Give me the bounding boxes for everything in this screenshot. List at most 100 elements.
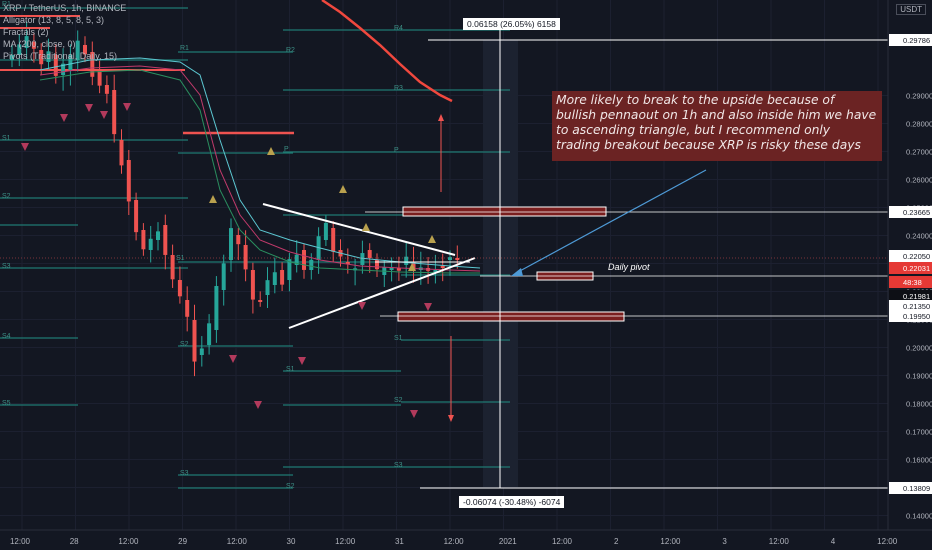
- price-tick: 0.20000: [906, 344, 932, 353]
- pivot-label: S2: [394, 397, 403, 404]
- price-tag: [889, 206, 932, 218]
- candle: [10, 54, 14, 60]
- arrow-up-icon: [438, 114, 444, 121]
- time-tick: 12:00: [552, 537, 573, 546]
- candle: [112, 90, 117, 135]
- price-tick: 0.19000: [906, 372, 932, 381]
- price-tick: 0.27000: [906, 148, 932, 157]
- pivot-label: S2: [286, 483, 295, 490]
- candle: [214, 286, 219, 330]
- ma-indicator[interactable]: MA (200, close, 0): [3, 39, 76, 49]
- price-tag-text: 0.13809: [903, 484, 930, 493]
- candle: [185, 300, 190, 317]
- time-tick: 12:00: [118, 537, 139, 546]
- candle: [97, 70, 102, 86]
- time-tick: 2021: [499, 537, 517, 546]
- price-tick: 0.14000: [906, 512, 932, 521]
- pivot-label: R2: [286, 47, 295, 54]
- price-tag-text: 0.21350: [903, 302, 930, 311]
- fractal-up-icon: [362, 223, 370, 231]
- time-tick: 12:00: [335, 537, 356, 546]
- candle: [360, 253, 365, 265]
- candle: [272, 272, 277, 285]
- candle: [90, 52, 95, 77]
- candle: [250, 270, 255, 300]
- measure-down-label: -0.06074 (-30.48%) -6074: [459, 496, 565, 508]
- pivot-label: S1: [2, 135, 11, 142]
- fractal-down-icon: [60, 114, 68, 122]
- candle: [24, 36, 29, 48]
- candle: [192, 320, 197, 362]
- measure-up-label: 0.06158 (26.05%) 6158: [463, 18, 560, 30]
- time-tick: 12:00: [444, 537, 465, 546]
- candle: [243, 245, 248, 270]
- pivot-label: R1: [180, 45, 189, 52]
- analysis-note[interactable]: More likely to break to the upside becau…: [552, 91, 882, 161]
- symbol-title[interactable]: XRP / TetherUS, 1h, BINANCE: [3, 3, 127, 13]
- price-tag-text: 0.29786: [903, 36, 930, 45]
- indicator-legend: XRP / TetherUS, 1h, BINANCE Alligator (1…: [3, 2, 126, 62]
- candle: [367, 250, 372, 259]
- ma200-line: [321, 0, 453, 103]
- price-tick: 0.24000: [906, 232, 932, 241]
- time-tick: 30: [287, 537, 296, 546]
- price-tag: [889, 276, 932, 288]
- fractal-down-icon: [21, 143, 29, 151]
- candle: [163, 225, 168, 255]
- candle: [440, 266, 445, 268]
- fractal-down-icon: [410, 410, 418, 418]
- pivot-label: R1: [2, 1, 11, 8]
- candle: [83, 45, 87, 55]
- time-tick: 3: [722, 537, 727, 546]
- pivot-label: R4: [394, 25, 403, 32]
- price-tick: 0.28000: [906, 120, 932, 129]
- price-tag-text: 48:38: [903, 278, 922, 287]
- candle: [61, 63, 66, 75]
- supply-zone: [402, 206, 607, 217]
- fractals-indicator[interactable]: Fractals (2): [3, 27, 49, 37]
- time-tick: 29: [178, 537, 187, 546]
- currency-badge[interactable]: USDT: [896, 4, 926, 15]
- price-tag: [889, 300, 932, 312]
- candle: [207, 323, 212, 345]
- pivot-label: P: [394, 147, 399, 154]
- alligator-jaw: [39, 57, 481, 269]
- candle: [229, 228, 233, 260]
- candle: [126, 160, 131, 202]
- fractal-up-icon: [428, 235, 436, 243]
- alligator-indicator[interactable]: Alligator (13, 8, 5, 8, 5, 3): [3, 15, 105, 25]
- pivot-label: S4: [2, 333, 11, 340]
- time-tick: 12:00: [877, 537, 898, 546]
- demand-zone: [397, 311, 625, 322]
- time-tick: 12:00: [769, 537, 790, 546]
- time-tick: 12:00: [227, 537, 248, 546]
- fractal-up-icon: [408, 263, 416, 271]
- alligator-lips: [39, 69, 480, 274]
- pivot-label: S1: [394, 335, 403, 342]
- callout-arrow: [517, 169, 707, 273]
- price-tag-text: 0.22050: [903, 252, 930, 261]
- time-tick: 12:00: [10, 537, 31, 546]
- candle: [302, 250, 306, 270]
- price-tag-text: 0.23665: [903, 208, 930, 217]
- candle: [68, 54, 73, 70]
- time-tick: 31: [395, 537, 404, 546]
- price-tag-text: 0.19950: [903, 312, 930, 321]
- candle: [265, 280, 270, 295]
- pivot-label: S3: [394, 462, 403, 469]
- price-tag-text: 0.22031: [903, 264, 930, 273]
- fractal-down-icon: [424, 303, 432, 311]
- candle: [389, 267, 394, 270]
- candle: [134, 200, 139, 233]
- price-tag: [889, 262, 932, 274]
- price-tag: [889, 482, 932, 494]
- candle: [287, 259, 292, 280]
- price-tick: 0.29000: [906, 92, 932, 101]
- candle: [156, 231, 160, 240]
- candle: [448, 257, 452, 260]
- candle: [375, 260, 379, 270]
- pivots-indicator[interactable]: Pivots (Traditional, Daily, 15): [3, 51, 118, 61]
- fractal-down-icon: [123, 103, 131, 111]
- candle: [258, 300, 263, 302]
